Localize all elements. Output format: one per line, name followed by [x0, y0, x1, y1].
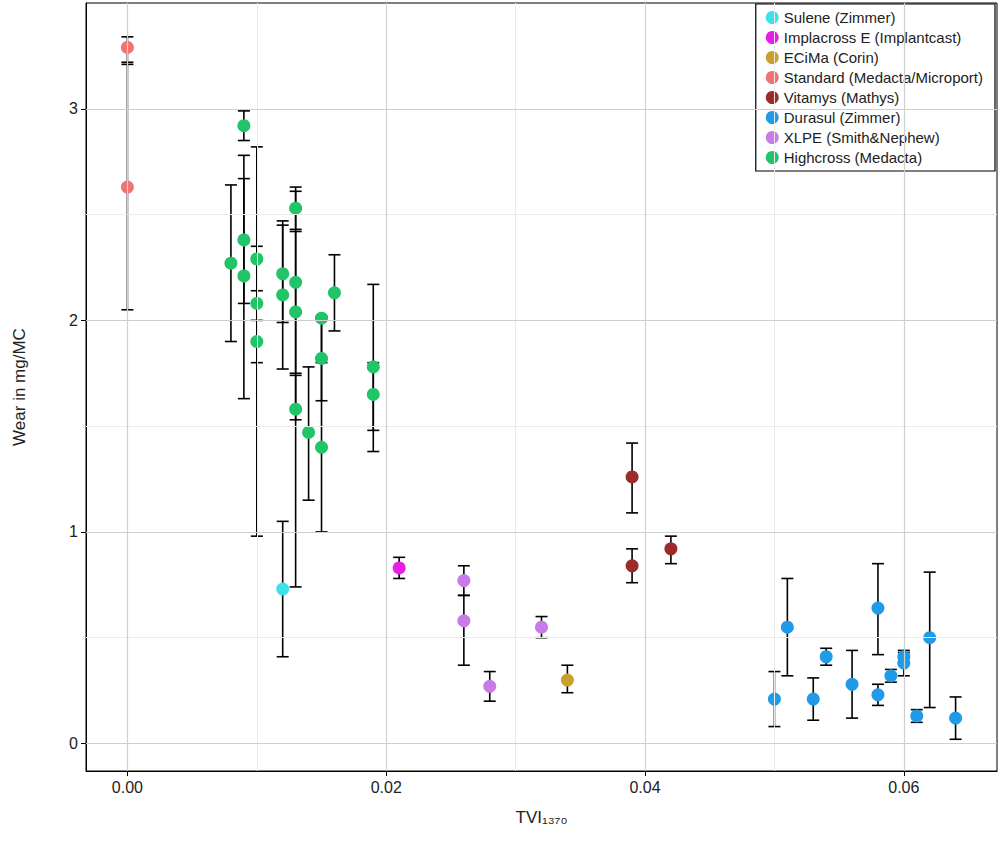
- svg-text:0.04: 0.04: [629, 779, 660, 796]
- svg-text:Wear in mg/MC: Wear in mg/MC: [10, 328, 29, 446]
- svg-text:Durasul (Zimmer): Durasul (Zimmer): [784, 109, 901, 126]
- svg-text:ECiMa (Corin): ECiMa (Corin): [784, 49, 879, 66]
- svg-text:0: 0: [69, 735, 78, 752]
- svg-text:0.00: 0.00: [112, 779, 143, 796]
- svg-text:1: 1: [69, 523, 78, 540]
- svg-text:Implacross E (Implantcast): Implacross E (Implantcast): [784, 29, 962, 46]
- svg-text:XLPE (Smith&Nephew): XLPE (Smith&Nephew): [784, 129, 940, 146]
- svg-text:0.06: 0.06: [888, 779, 919, 796]
- svg-text:3: 3: [69, 100, 78, 117]
- svg-text:Highcross (Medacta): Highcross (Medacta): [784, 149, 922, 166]
- svg-text:2: 2: [69, 312, 78, 329]
- svg-text:Standard (Medacta/Microport): Standard (Medacta/Microport): [784, 69, 983, 86]
- svg-text:Sulene (Zimmer): Sulene (Zimmer): [784, 9, 896, 26]
- svg-text:0.02: 0.02: [371, 779, 402, 796]
- svg-text:TVI₁₃₇₀: TVI₁₃₇₀: [515, 808, 567, 827]
- svg-text:Vitamys (Mathys): Vitamys (Mathys): [784, 89, 900, 106]
